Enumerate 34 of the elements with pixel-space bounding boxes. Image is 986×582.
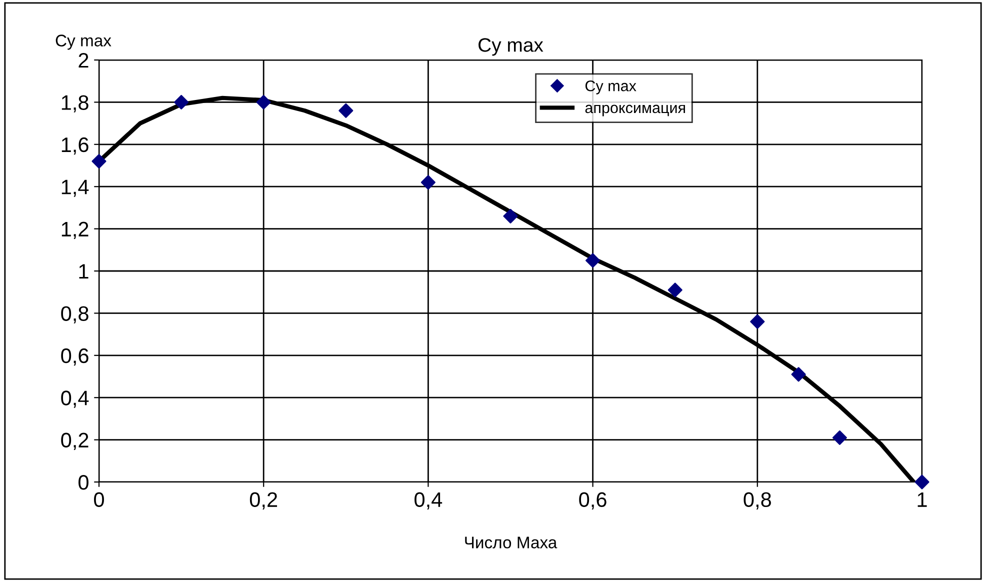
point: [791, 367, 806, 382]
point: [338, 103, 354, 118]
point: [586, 253, 600, 268]
y-tick-label: 1,2: [62, 222, 88, 240]
x-tick-label: 0,6: [579, 492, 606, 510]
legend-label: апроксимация: [585, 104, 685, 116]
y-tick-label: 1: [79, 264, 88, 279]
x-tick-label: 0,8: [744, 492, 771, 510]
chart-title: Cy max: [478, 38, 544, 56]
point: [420, 175, 436, 190]
y-axis-title: Cy max: [56, 34, 112, 50]
point: [750, 314, 765, 329]
x-axis-title: Число Маха: [465, 536, 558, 548]
point: [668, 282, 682, 298]
y-tick-label: 0,6: [61, 348, 88, 366]
y-tick-label: 0: [78, 475, 88, 490]
x-tick-label: 1: [918, 492, 927, 507]
x-tick-label: 0: [94, 492, 104, 508]
y-tick-label: 0,2: [61, 432, 88, 450]
point: [174, 94, 189, 110]
y-tick-label: 1,4: [62, 180, 89, 197]
legend-label: Cy max: [585, 80, 636, 94]
point: [832, 430, 847, 445]
y-tick-label: 0,4: [61, 390, 89, 408]
y-tick-label: 0,8: [61, 306, 88, 324]
point: [503, 208, 518, 224]
y-tick-label: 1,8: [62, 95, 88, 112]
point: [92, 154, 106, 169]
y-tick-label: 1,6: [62, 137, 88, 155]
point: [256, 94, 271, 110]
point: [914, 474, 930, 490]
y-tick-label: 2: [78, 53, 88, 68]
x-tick-label: 0,4: [414, 492, 442, 510]
x-tick-label: 0,2: [250, 492, 278, 510]
